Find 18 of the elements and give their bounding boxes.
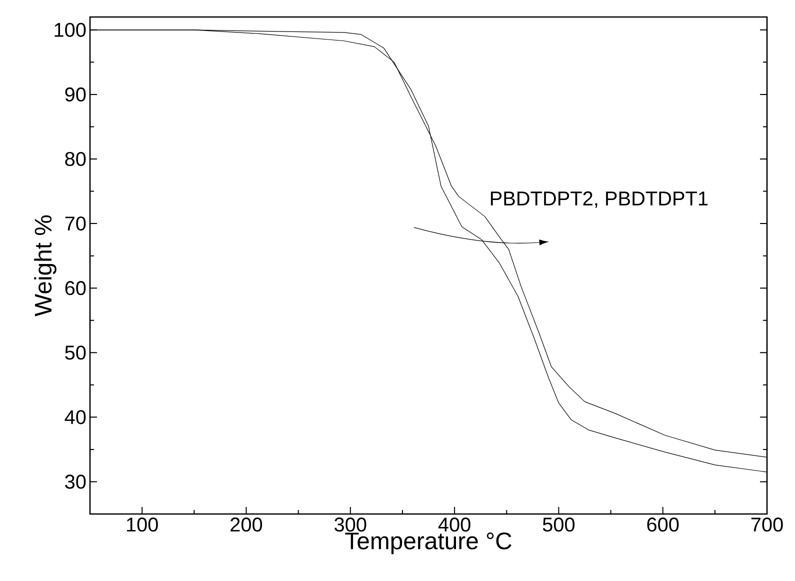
y-tick-label: 100 — [54, 22, 86, 37]
x-tick-label: 400 — [438, 518, 470, 532]
annotation: PBDTDPT2, PBDTDPT1 — [490, 191, 708, 208]
x-tick-label: 700 — [751, 518, 783, 532]
y-tick-label: 40 — [64, 410, 86, 424]
x-tick-label: 600 — [647, 518, 679, 532]
y-tick-label: 60 — [65, 281, 86, 296]
y-tick-label: 80 — [65, 152, 86, 166]
x-axis-title: Temperature °C — [345, 532, 512, 554]
x-tick-label: 200 — [230, 518, 262, 532]
y-tick-label: 70 — [65, 216, 86, 231]
y-axis-title: Weight % — [34, 215, 56, 316]
y-tick-label: 90 — [65, 87, 86, 102]
x-tick-label: 500 — [542, 518, 575, 532]
y-tick-label: 50 — [65, 346, 86, 360]
x-tick-label: 100 — [126, 518, 158, 532]
y-tick-label: 30 — [65, 474, 86, 489]
x-tick-label: 300 — [334, 518, 366, 532]
